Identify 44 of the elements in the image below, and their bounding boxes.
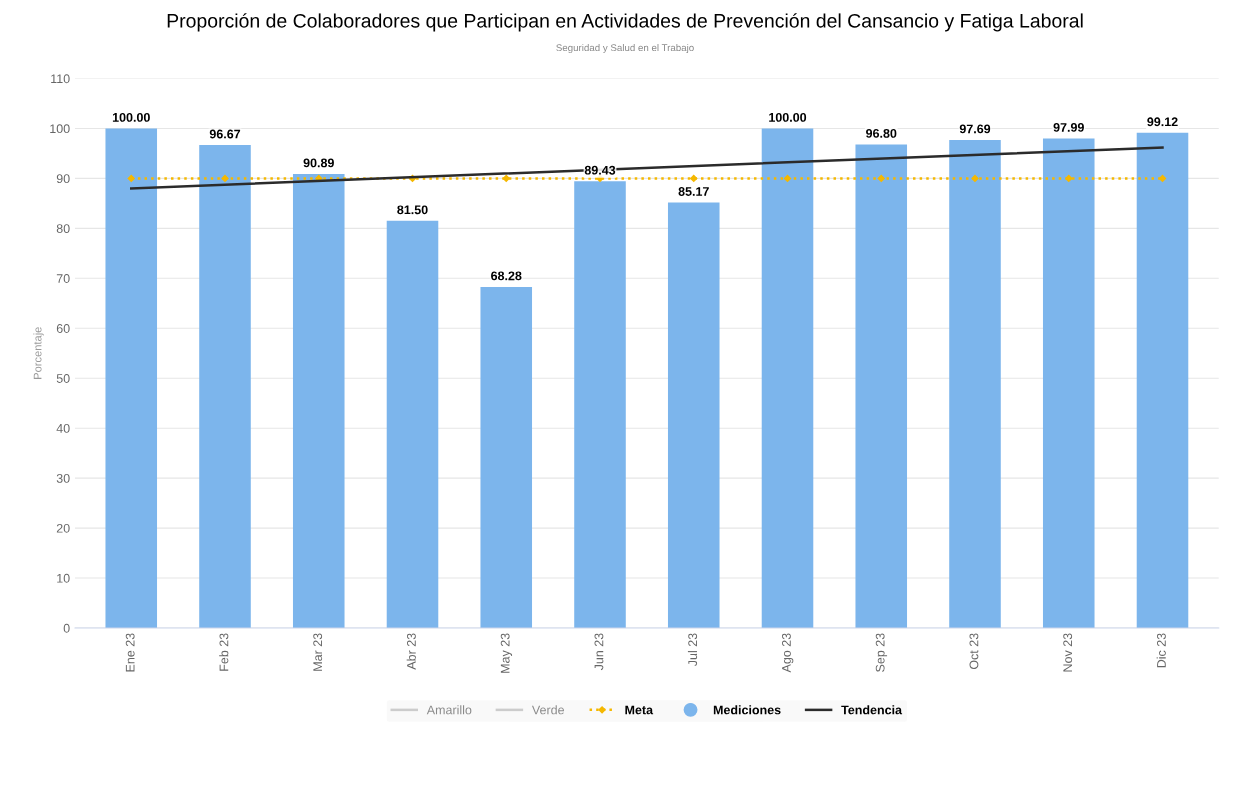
x-tick-label: Dic 23: [1156, 633, 1166, 668]
y-tick-label: 40: [56, 423, 70, 433]
data-label: 97.99: [1053, 123, 1084, 132]
y-tick-label: 0: [63, 623, 70, 633]
data-label: 68.28: [491, 271, 522, 281]
x-tick-label: Oct 23: [969, 633, 979, 670]
data-label: 96.67: [209, 129, 241, 139]
data-label: 96.80: [866, 128, 897, 138]
chart-title: Proporción de Colaboradores que Participan en Actividades de Prevención del Cansancio y Fatiga Laboral: [167, 13, 1083, 32]
data-label: 85.17: [678, 187, 709, 196]
y-tick-label: 80: [56, 224, 70, 234]
y-tick-label: 50: [56, 374, 70, 383]
y-tick-label: 10: [57, 573, 70, 583]
legend-label: Tendencia: [841, 705, 903, 715]
legend-label: Verde: [531, 705, 565, 715]
y-tick-label: 70: [56, 274, 70, 283]
data-label: 90.89: [303, 158, 334, 168]
x-tick-label: Abr 23: [406, 633, 416, 670]
y-tick-label: 30: [56, 473, 70, 483]
y-tick-label: 60: [56, 324, 70, 333]
data-label: 81.50: [397, 205, 428, 215]
y-tick-label: 20: [56, 523, 70, 533]
x-tick-label: Mar 23: [313, 633, 323, 671]
legend-label: Mediciones: [713, 705, 781, 715]
x-tick-label: Ago 23: [782, 633, 794, 673]
data-label: 89.43: [584, 165, 616, 175]
x-tick-label: Jun 23: [594, 633, 604, 671]
data-label: 99.12: [1147, 117, 1178, 127]
legend-label: Meta: [625, 705, 654, 715]
chart-subtitle: Seguridad y Salud en el Trabajo: [556, 43, 694, 54]
y-tick-label: 90: [56, 174, 70, 184]
data-label: 97.69: [959, 124, 991, 134]
y-tick-label: 110: [51, 74, 70, 84]
legend-label: Amarillo: [426, 705, 472, 715]
x-tick-label: Feb 23: [219, 633, 229, 671]
x-tick-label: May 23: [500, 633, 513, 673]
data-label: 100.00: [112, 112, 150, 122]
y-tick-label: 100: [50, 124, 70, 134]
x-tick-label: Ene 23: [125, 633, 135, 672]
x-tick-label: Sep 23: [875, 633, 888, 672]
y-axis-title: Porcentaje: [33, 327, 44, 379]
x-tick-label: Nov 23: [1063, 633, 1073, 672]
x-tick-label: Jul 23: [687, 633, 698, 667]
data-label: 100.00: [769, 112, 807, 122]
